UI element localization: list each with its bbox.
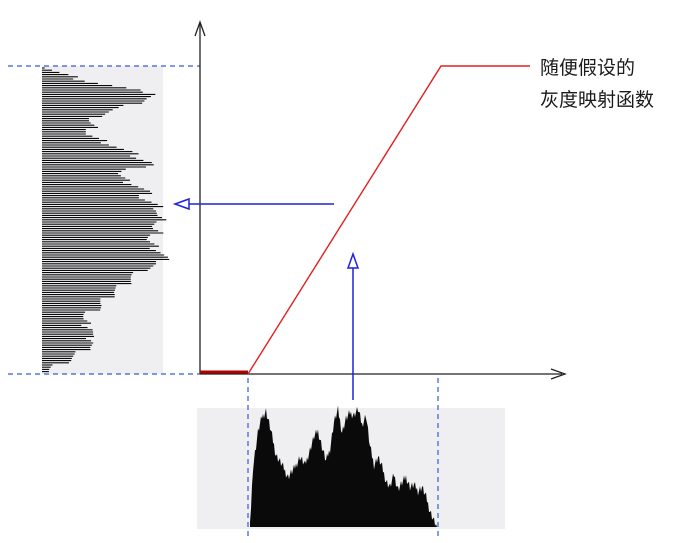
mapping-function-label-line1: 随便假设的: [540, 57, 635, 79]
up-open-arrowhead-icon: [346, 251, 360, 269]
guide-lines: [8, 65, 439, 540]
mapping-function-curve: [247, 65, 530, 375]
x-axis-arrowhead-icon: [550, 368, 567, 380]
left-open-arrowhead-icon: [172, 197, 190, 211]
y-axis-arrowhead-icon: [194, 20, 206, 37]
projection-arrows: [172, 197, 360, 400]
output-histogram: [42, 67, 170, 373]
input-histogram: [250, 405, 437, 527]
axes: [194, 20, 567, 380]
mapping-function-label-line2: 灰度映射函数: [540, 89, 654, 111]
